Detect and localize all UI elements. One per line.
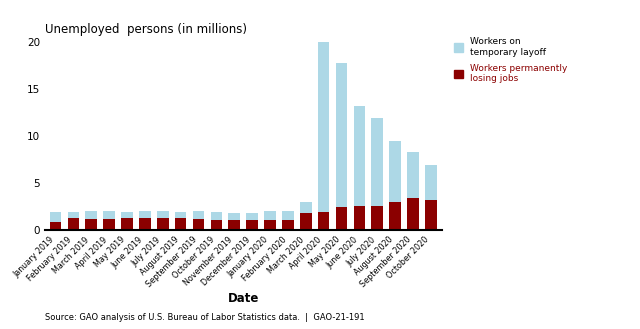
Bar xyxy=(68,212,79,218)
Bar xyxy=(175,218,186,230)
Bar xyxy=(336,63,348,207)
Bar xyxy=(50,212,61,222)
Bar xyxy=(157,211,168,218)
Bar xyxy=(157,218,168,230)
Text: Unemployed  persons (in millions): Unemployed persons (in millions) xyxy=(45,23,247,36)
Legend: Workers on
temporary layoff, Workers permanently
losing jobs: Workers on temporary layoff, Workers per… xyxy=(454,38,568,84)
Bar xyxy=(121,212,133,218)
Bar xyxy=(407,152,419,198)
Bar xyxy=(407,198,419,230)
Bar xyxy=(68,218,79,230)
Bar xyxy=(50,222,61,230)
Bar xyxy=(425,200,436,230)
Bar xyxy=(371,206,383,230)
Bar xyxy=(211,213,222,220)
Bar xyxy=(425,164,436,200)
Bar xyxy=(318,42,330,212)
Bar xyxy=(86,212,97,219)
Bar xyxy=(175,212,186,218)
Bar xyxy=(86,219,97,230)
Bar xyxy=(139,218,150,230)
Bar xyxy=(300,202,312,214)
Bar xyxy=(353,106,365,206)
Bar xyxy=(371,117,383,206)
Text: Source: GAO analysis of U.S. Bureau of Labor Statistics data.  |  GAO-21-191: Source: GAO analysis of U.S. Bureau of L… xyxy=(45,314,364,322)
Bar xyxy=(353,206,365,230)
X-axis label: Date: Date xyxy=(227,292,259,305)
Bar xyxy=(264,212,276,220)
Bar xyxy=(103,212,115,219)
Bar xyxy=(228,214,240,220)
Bar xyxy=(246,220,258,230)
Bar xyxy=(318,212,330,230)
Bar xyxy=(264,220,276,230)
Bar xyxy=(389,202,401,230)
Bar xyxy=(246,214,258,220)
Bar xyxy=(389,141,401,202)
Bar xyxy=(282,220,294,230)
Bar xyxy=(139,211,150,218)
Bar xyxy=(282,212,294,220)
Bar xyxy=(193,212,204,219)
Bar xyxy=(300,214,312,230)
Bar xyxy=(121,218,133,230)
Bar xyxy=(193,219,204,230)
Bar xyxy=(336,207,348,230)
Bar xyxy=(103,219,115,230)
Bar xyxy=(228,220,240,230)
Bar xyxy=(211,220,222,230)
